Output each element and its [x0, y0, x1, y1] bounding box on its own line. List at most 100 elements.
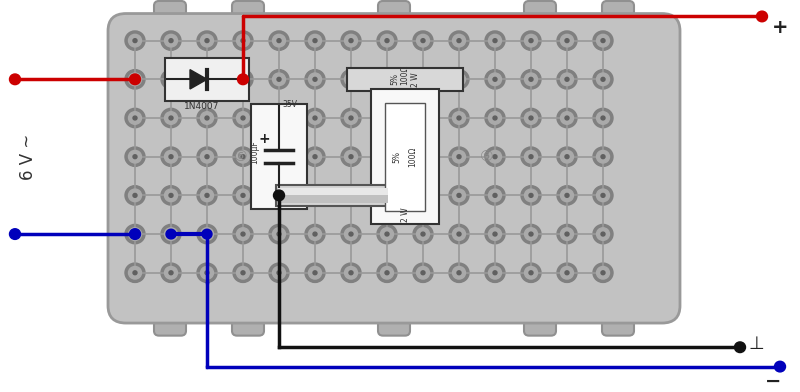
Circle shape	[197, 108, 217, 128]
Circle shape	[485, 147, 505, 166]
Circle shape	[169, 39, 173, 43]
Circle shape	[161, 263, 181, 282]
Circle shape	[125, 108, 145, 128]
Circle shape	[341, 147, 361, 166]
Circle shape	[165, 112, 178, 124]
Circle shape	[525, 73, 538, 85]
Circle shape	[377, 70, 397, 89]
Circle shape	[201, 112, 214, 124]
Circle shape	[453, 112, 466, 124]
Circle shape	[561, 189, 574, 201]
Circle shape	[349, 271, 353, 275]
Text: 2 W: 2 W	[401, 207, 410, 222]
Circle shape	[197, 263, 217, 282]
Circle shape	[597, 73, 610, 85]
Circle shape	[377, 31, 397, 50]
FancyBboxPatch shape	[524, 1, 556, 16]
Circle shape	[205, 193, 209, 197]
Circle shape	[129, 34, 142, 47]
Circle shape	[125, 31, 145, 50]
Circle shape	[205, 155, 209, 159]
Circle shape	[129, 228, 142, 240]
Circle shape	[309, 228, 322, 240]
Circle shape	[377, 263, 397, 282]
Circle shape	[349, 39, 353, 43]
Circle shape	[449, 186, 469, 205]
Circle shape	[413, 108, 433, 128]
Circle shape	[165, 267, 178, 279]
Circle shape	[597, 189, 610, 201]
Circle shape	[201, 151, 214, 163]
Circle shape	[345, 34, 358, 47]
Circle shape	[377, 224, 397, 244]
Circle shape	[309, 34, 322, 47]
Circle shape	[421, 155, 425, 159]
Circle shape	[593, 31, 613, 50]
Circle shape	[305, 108, 325, 128]
Text: ⑥: ⑥	[234, 149, 248, 164]
Circle shape	[593, 224, 613, 244]
Circle shape	[341, 31, 361, 50]
Circle shape	[205, 116, 209, 120]
Circle shape	[269, 147, 289, 166]
Circle shape	[525, 189, 538, 201]
Circle shape	[601, 116, 605, 120]
Circle shape	[421, 232, 425, 236]
Circle shape	[197, 186, 217, 205]
Circle shape	[269, 70, 289, 89]
Circle shape	[169, 116, 173, 120]
Circle shape	[489, 112, 502, 124]
Circle shape	[485, 70, 505, 89]
Polygon shape	[190, 70, 207, 89]
Circle shape	[305, 147, 325, 166]
Circle shape	[10, 229, 21, 240]
Circle shape	[557, 186, 577, 205]
Circle shape	[417, 267, 430, 279]
Circle shape	[381, 73, 394, 85]
Circle shape	[453, 228, 466, 240]
Circle shape	[305, 70, 325, 89]
Circle shape	[457, 271, 461, 275]
Circle shape	[413, 31, 433, 50]
Circle shape	[525, 112, 538, 124]
Circle shape	[305, 224, 325, 244]
Circle shape	[269, 186, 289, 205]
Circle shape	[241, 193, 245, 197]
Bar	[278, 195, 388, 203]
Circle shape	[521, 186, 541, 205]
Text: 35V: 35V	[282, 100, 297, 109]
Circle shape	[453, 151, 466, 163]
Circle shape	[381, 228, 394, 240]
Circle shape	[133, 155, 137, 159]
Circle shape	[561, 112, 574, 124]
Circle shape	[485, 31, 505, 50]
Circle shape	[489, 34, 502, 47]
Circle shape	[525, 228, 538, 240]
Circle shape	[273, 112, 286, 124]
Circle shape	[565, 116, 569, 120]
Circle shape	[233, 224, 253, 244]
Circle shape	[385, 39, 389, 43]
Circle shape	[557, 224, 577, 244]
Circle shape	[133, 271, 137, 275]
Circle shape	[385, 77, 389, 81]
Circle shape	[197, 31, 217, 50]
Circle shape	[133, 232, 137, 236]
Text: 6 V ~: 6 V ~	[19, 134, 37, 180]
Circle shape	[273, 151, 286, 163]
Circle shape	[133, 77, 137, 81]
Circle shape	[597, 34, 610, 47]
Bar	[385, 103, 425, 211]
Circle shape	[129, 189, 142, 201]
Circle shape	[417, 34, 430, 47]
Circle shape	[309, 112, 322, 124]
Circle shape	[557, 108, 577, 128]
Circle shape	[453, 73, 466, 85]
Circle shape	[374, 137, 414, 176]
Circle shape	[277, 77, 281, 81]
Circle shape	[593, 186, 613, 205]
Circle shape	[381, 151, 394, 163]
Circle shape	[377, 186, 397, 205]
Text: +: +	[259, 132, 270, 146]
FancyBboxPatch shape	[602, 1, 634, 16]
